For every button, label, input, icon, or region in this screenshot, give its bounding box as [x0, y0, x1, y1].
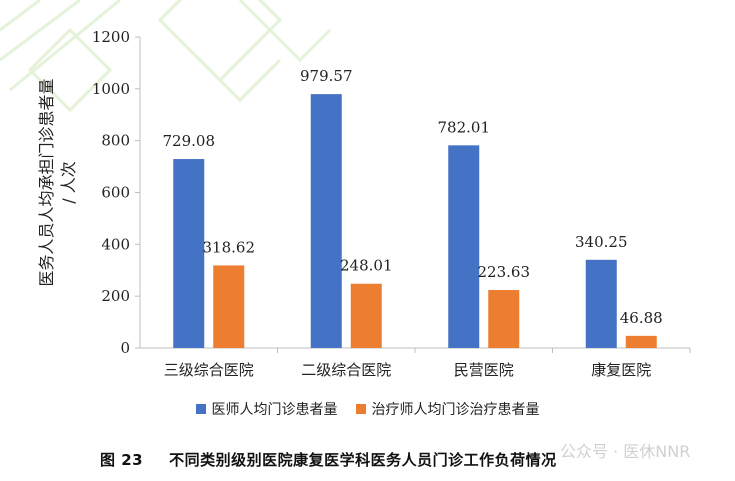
bar-physician-3 — [585, 259, 617, 348]
bar-therapist-3 — [625, 335, 657, 348]
y-ticks: 0 200 400 600 800 1000 1200 — [92, 28, 140, 357]
bar-physician-0 — [173, 159, 205, 348]
bar-data-label: 782.01 — [438, 118, 491, 136]
legend-item-series-0: 医师人均门诊患者量 — [195, 399, 338, 419]
bar-labels: 729.08 318.62 979.57 248.01 782.01 223.63 340.… — [163, 67, 663, 327]
y-tick-label: 400 — [101, 235, 130, 253]
y-tick-label: 0 — [120, 339, 130, 357]
legend-label-series-1: 治疗师人均门诊治疗患者量 — [371, 402, 540, 418]
bar-data-label: 979.57 — [300, 67, 353, 85]
bar-chart: 医务人员人均承担门诊患者量 / 人次 020040060080010001200 … — [37, 28, 691, 379]
x-ticks: 三级综合医院 二级综合医院 民营医院 康复医院 — [164, 348, 691, 379]
bar-physician-2 — [448, 145, 480, 348]
y-tick-label: 800 — [101, 132, 130, 150]
bar-data-label: 729.08 — [163, 132, 216, 150]
figure-number: 图 23 — [100, 451, 144, 469]
figure-title: 不同类别级别医院康复医学科医务人员门诊工作负荷情况 — [169, 451, 557, 469]
legend-swatch-series-0 — [195, 404, 206, 414]
y-axis-title: 医务人员人均承担门诊患者量 / 人次 — [37, 78, 78, 286]
bar-therapist-1 — [350, 283, 382, 348]
legend-label-series-0: 医师人均门诊患者量 — [211, 402, 338, 418]
bar-data-label: 248.01 — [340, 257, 393, 275]
y-tick-label: 1200 — [92, 28, 130, 46]
bar-data-label: 223.63 — [478, 263, 531, 281]
bar-data-label: 46.88 — [620, 309, 663, 327]
bar-data-label: 318.62 — [203, 238, 256, 256]
watermark-text: 公众号 · 医休NNR — [560, 442, 691, 461]
legend-swatch-series-1 — [355, 404, 366, 414]
x-tick-label: 康复医院 — [591, 361, 651, 379]
x-tick-label: 二级综合医院 — [301, 361, 391, 379]
y-axis-title-line: / 人次 — [59, 161, 78, 203]
bar-therapist-2 — [488, 290, 520, 348]
bar-physician-1 — [310, 94, 342, 348]
legend: 医师人均门诊患者量 治疗师人均门诊治疗患者量 — [0, 399, 735, 419]
bar-data-label: 340.25 — [575, 233, 628, 251]
y-tick-label: 200 — [101, 287, 130, 305]
legend-item-series-1: 治疗师人均门诊治疗患者量 — [355, 399, 540, 419]
bars — [173, 94, 657, 348]
bar-therapist-0 — [213, 265, 245, 348]
x-tick-label: 民营医院 — [454, 361, 514, 379]
x-tick-label: 三级综合医院 — [164, 361, 254, 379]
figure-caption: 图 23 不同类别级别医院康复医学科医务人员门诊工作负荷情况 — [100, 449, 557, 470]
y-tick-label: 1000 — [92, 80, 130, 98]
y-axis-title-line: 医务人员人均承担门诊患者量 — [37, 78, 56, 286]
y-tick-label: 600 — [101, 184, 130, 202]
